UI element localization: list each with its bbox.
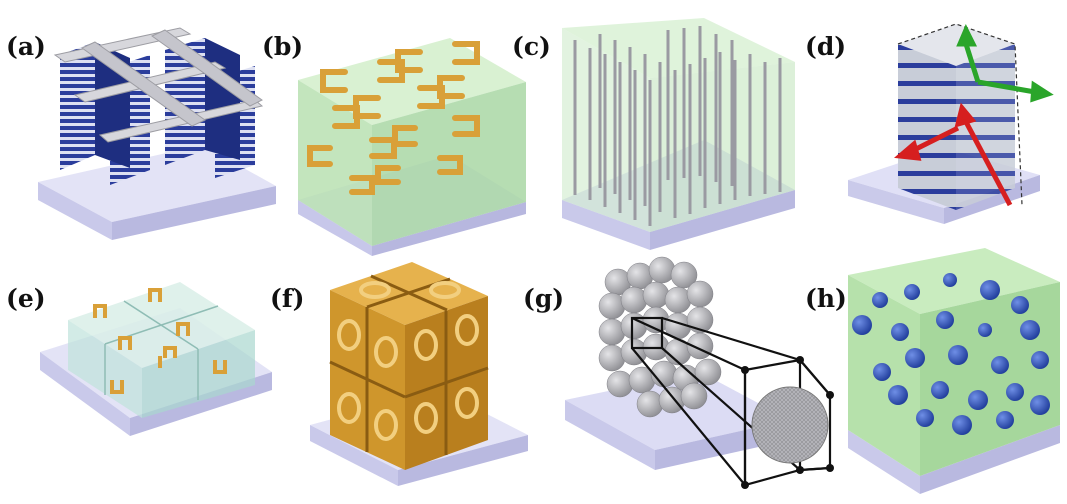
substrate-slab-left [848,180,944,224]
substrate-slab-left [298,200,372,256]
substrate-slab-left [562,200,650,250]
substrate-slab-right [398,435,528,486]
red-arrows [894,102,1013,207]
gold-cube-seams [329,274,489,455]
dielectric-block-top [562,18,795,78]
dashed-frame [897,23,1023,206]
substrate-slab-left [565,400,655,470]
dielectric-block-left [298,80,372,246]
layered-cube-right [956,44,1015,210]
substrate-slab-left [38,182,112,240]
substrate-slab-left [40,352,130,436]
panel-label-f: (f) [270,284,304,313]
layered-cube-left [898,44,956,210]
substrate-slab-left [848,430,920,494]
embedded-spheres [852,273,1050,435]
panel-h: (h) [805,248,1060,494]
zoom-box-corners [741,356,834,489]
panel-label-c: (c) [512,32,551,61]
substrate-slab-right [920,425,1060,494]
silver-strips [53,27,264,143]
substrate-slab-left [310,425,398,486]
substrate-slab-right [650,190,795,250]
panel-g: (g) [523,256,834,489]
green-arrows [956,24,1054,103]
zoomed-sphere [751,386,829,464]
substrate-slab-right [372,202,526,256]
panel-label-a: (a) [6,32,46,61]
panel-f: (f) [270,262,528,486]
panel-label-b: (b) [262,32,303,61]
panel-d: (d) [805,23,1054,224]
ring-motifs [337,281,479,441]
dielectric-block-right [650,62,795,232]
panel-a: (a) [6,27,276,240]
panel-label-g: (g) [523,284,564,313]
panel-label-h: (h) [805,284,847,313]
panel-c: (c) [512,18,795,250]
nanowire-array [573,26,782,226]
split-ring-resonators [93,288,227,394]
substrate-slab-right [112,186,276,240]
substrate-slab-right [944,175,1040,224]
split-ring-resonators [307,41,480,195]
dielectric-block-right [372,82,526,246]
panel-label-e: (e) [6,284,46,313]
panel-e: (e) [6,282,272,436]
panel-b: (b) [262,32,526,256]
panel-label-d: (d) [805,32,846,61]
